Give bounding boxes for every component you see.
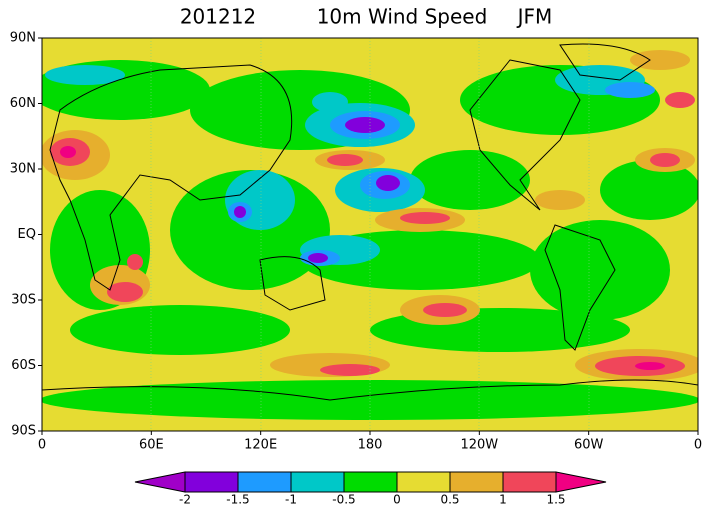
lat-label: 90S: [11, 424, 36, 439]
lon-label: 60E: [139, 438, 164, 453]
anomaly-field: [42, 38, 698, 431]
lat-label: 30S: [11, 293, 36, 308]
colorbar-box: [184, 471, 239, 493]
colorbar-box: [449, 471, 504, 493]
colorbar-label: 1.5: [546, 493, 565, 507]
lon-label: 120W: [460, 438, 498, 453]
colorbar-label: 1: [499, 493, 507, 507]
colorbar-box: [502, 471, 557, 493]
title-season: JFM: [516, 5, 553, 29]
lon-label: 180: [358, 438, 383, 453]
colorbar-box: [290, 471, 345, 493]
colorbar-arrow-low: [134, 471, 186, 493]
colorbar-box: [343, 471, 398, 493]
lon-label: 0: [694, 438, 702, 453]
colorbar: -2 -1.5 -1 -0.5 0 0.5 1 1.5: [134, 471, 607, 507]
colorbar-label: -0.5: [332, 493, 355, 507]
colorbar-arrow-high: [555, 471, 607, 493]
lat-label: 60N: [10, 96, 36, 111]
title-date: 201212: [180, 5, 256, 29]
lon-label: 60W: [574, 438, 604, 453]
lon-label: 120E: [244, 438, 277, 453]
lat-label: 60S: [11, 358, 36, 373]
colorbar-box: [237, 471, 292, 493]
lat-label: 30N: [10, 162, 36, 177]
colorbar-label: -1: [285, 493, 297, 507]
lat-label: EQ: [18, 227, 36, 242]
lon-label: 0: [38, 438, 46, 453]
colorbar-box: [396, 471, 451, 493]
colorbar-label: 0.5: [440, 493, 459, 507]
title-variable: 10m Wind Speed: [317, 5, 488, 29]
colorbar-label: -2: [179, 493, 191, 507]
colorbar-label: -1.5: [226, 493, 249, 507]
colorbar-label: 0: [393, 493, 401, 507]
lat-label: 90N: [10, 31, 36, 46]
